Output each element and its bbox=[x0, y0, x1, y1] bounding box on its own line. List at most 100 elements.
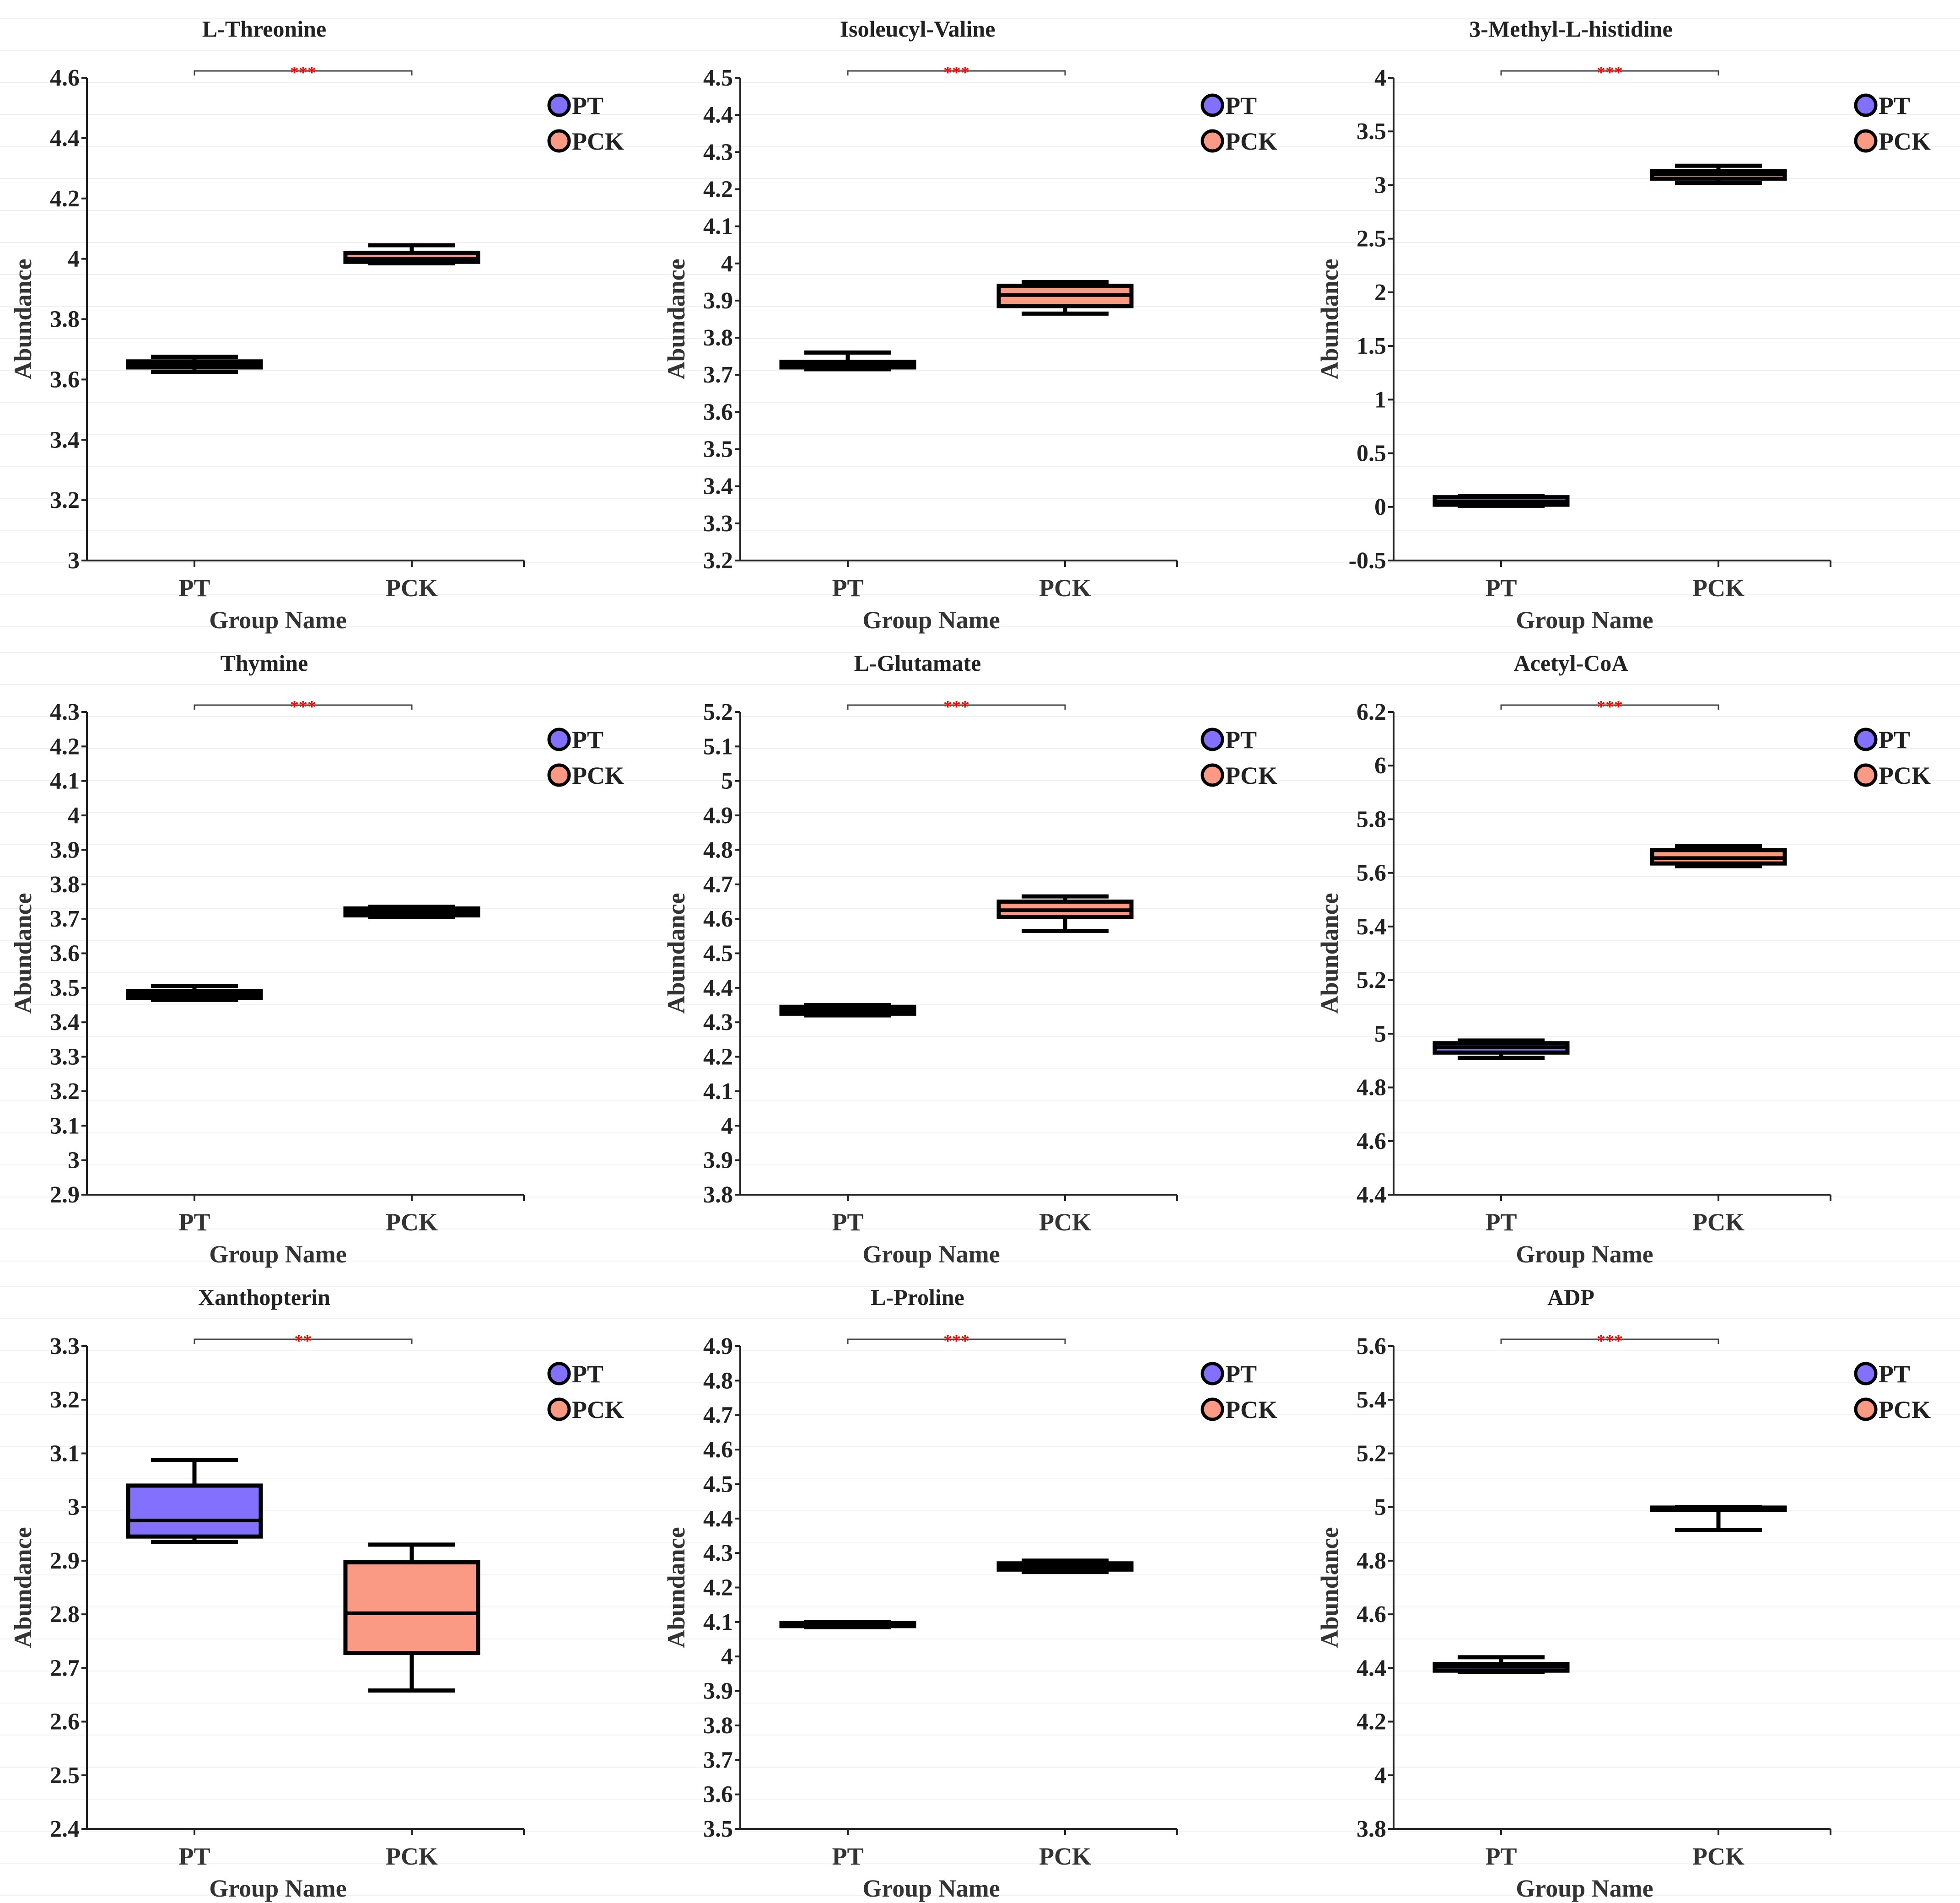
boxplot-panel: Thymine 2.9 3 3.1 3.2 3.3 3.4 3.5 3.6 3.7 3.8 3.9 4 4… bbox=[0, 634, 653, 1268]
y-tick-label: 5.2 bbox=[1357, 967, 1386, 993]
significance-label: *** bbox=[943, 697, 969, 717]
y-tick-label: 4 bbox=[1374, 65, 1386, 91]
boxplot-panel: Acetyl-CoA 4.4 4.6 4.8 5 5.2 5.4 5.6 5.8 6 6.2 Abun… bbox=[1307, 634, 1960, 1268]
y-tick-label: 3 bbox=[68, 1494, 80, 1520]
y-tick-label: 5.4 bbox=[1357, 1387, 1386, 1413]
y-axis-label: Abundance bbox=[662, 893, 690, 1013]
x-axis-label: Group Name bbox=[209, 1875, 347, 1902]
y-tick-label: -0.5 bbox=[1349, 548, 1386, 574]
y-tick-label: 2.5 bbox=[50, 1763, 80, 1789]
x-tick-label: PT bbox=[1485, 1843, 1517, 1870]
y-tick-label: 4.4 bbox=[1357, 1182, 1386, 1208]
boxplot-svg: Xanthopterin 2.4 2.5 2.6 2.7 2.8 2.9 3 3.1 3.2 3.3… bbox=[0, 1284, 653, 1902]
legend-marker-pck bbox=[1201, 1397, 1224, 1421]
y-tick-label: 4.2 bbox=[50, 186, 80, 212]
legend-label: PCK bbox=[572, 128, 624, 155]
y-tick-label: 3.3 bbox=[50, 1044, 80, 1070]
y-tick-label: 4.3 bbox=[703, 1540, 733, 1566]
x-axis-label: Group Name bbox=[862, 1875, 1000, 1902]
y-tick-label: 5.4 bbox=[1357, 914, 1386, 940]
x-tick-label: PT bbox=[832, 1843, 863, 1870]
y-tick-label: 5.6 bbox=[1357, 1333, 1386, 1359]
legend-marker-pt bbox=[1201, 728, 1224, 751]
y-tick-label: 4 bbox=[1374, 1763, 1386, 1789]
y-tick-label: 4 bbox=[68, 246, 80, 272]
y-tick-label: 4 bbox=[721, 251, 733, 277]
y-tick-label: 4.5 bbox=[703, 65, 733, 91]
y-tick-label: 3.6 bbox=[703, 1782, 733, 1808]
y-tick-label: 5.2 bbox=[1357, 1440, 1386, 1466]
significance-bracket bbox=[847, 1338, 1066, 1344]
y-tick-label: 5 bbox=[1374, 1494, 1386, 1520]
y-tick-label: 3.3 bbox=[703, 511, 733, 537]
significance-label: *** bbox=[1597, 63, 1623, 82]
legend-marker-pt bbox=[547, 728, 571, 751]
chart-title: 3-Methyl-L-histidine bbox=[1469, 16, 1672, 42]
y-tick-label: 4.2 bbox=[50, 733, 80, 760]
y-tick-label: 1.5 bbox=[1357, 333, 1386, 359]
y-tick-label: 3.6 bbox=[50, 367, 80, 393]
y-axis-label: Abundance bbox=[662, 1527, 690, 1648]
x-axis-label: Group Name bbox=[1516, 1240, 1653, 1268]
y-tick-label: 2.6 bbox=[50, 1709, 80, 1735]
chart-title: Thymine bbox=[221, 650, 308, 676]
legend-marker-pck bbox=[1854, 763, 1878, 787]
y-tick-label: 6 bbox=[1374, 753, 1386, 779]
boxplot-panel: ADP 3.8 4 4.2 4.4 4.6 4.8 5 5.2 5.4 5.6 Abundance Gr… bbox=[1307, 1268, 1960, 1903]
y-axis-label: Abundance bbox=[9, 1527, 37, 1648]
legend-marker-pt bbox=[547, 1362, 571, 1385]
significance-bracket bbox=[847, 70, 1066, 75]
y-tick-label: 4 bbox=[721, 1644, 733, 1670]
y-tick-label: 4.6 bbox=[1357, 1601, 1386, 1628]
significance-label: ** bbox=[295, 1332, 312, 1351]
legend-label: PT bbox=[1225, 726, 1257, 754]
legend-label: PCK bbox=[1225, 128, 1277, 155]
x-tick-label: PCK bbox=[1692, 574, 1745, 602]
boxplot-panel: L-Proline 3.5 3.6 3.7 3.8 3.9 4 4.1 4.2 4.3 4.4 4.5… bbox=[653, 1268, 1307, 1903]
y-tick-label: 3.6 bbox=[703, 399, 733, 425]
chart-title: Isoleucyl-Valine bbox=[840, 16, 996, 42]
y-tick-label: 3.9 bbox=[50, 837, 80, 863]
x-tick-label: PCK bbox=[1039, 574, 1091, 602]
y-tick-label: 4.1 bbox=[50, 768, 80, 794]
legend-marker-pck bbox=[547, 1397, 571, 1421]
y-tick-label: 2.4 bbox=[50, 1816, 80, 1842]
significance-label: *** bbox=[1597, 697, 1623, 717]
x-tick-label: PCK bbox=[1692, 1208, 1745, 1236]
legend-label: PT bbox=[572, 1360, 603, 1388]
y-tick-label: 3.2 bbox=[50, 1387, 80, 1413]
y-tick-label: 5.6 bbox=[1357, 860, 1386, 886]
legend-marker-pt bbox=[1201, 1362, 1224, 1385]
y-tick-label: 3.8 bbox=[703, 1713, 733, 1739]
y-tick-label: 3.8 bbox=[1357, 1816, 1386, 1842]
y-tick-label: 4.3 bbox=[50, 699, 80, 725]
significance-label: *** bbox=[290, 697, 316, 717]
y-axis-label: Abundance bbox=[1316, 259, 1343, 379]
y-axis-label: Abundance bbox=[1316, 1527, 1343, 1648]
y-tick-label: 4.4 bbox=[703, 1506, 733, 1532]
y-tick-label: 3.5 bbox=[1357, 119, 1386, 145]
y-tick-label: 3 bbox=[1374, 172, 1386, 198]
y-tick-label: 3.9 bbox=[703, 288, 733, 314]
y-tick-label: 4.5 bbox=[703, 1471, 733, 1497]
legend-marker-pck bbox=[1201, 129, 1224, 153]
chart-title: L-Threonine bbox=[202, 16, 326, 42]
y-tick-label: 4.1 bbox=[703, 1609, 733, 1635]
significance-label: *** bbox=[943, 63, 969, 82]
y-tick-label: 2.9 bbox=[50, 1548, 80, 1574]
y-tick-label: 4.4 bbox=[703, 102, 733, 128]
y-tick-label: 3.3 bbox=[50, 1333, 80, 1359]
y-tick-label: 3.1 bbox=[50, 1440, 80, 1466]
y-tick-label: 4.6 bbox=[50, 65, 80, 91]
y-tick-label: 3.4 bbox=[50, 1009, 80, 1035]
y-tick-label: 3.4 bbox=[703, 474, 733, 500]
y-tick-label: 5 bbox=[721, 768, 733, 794]
significance-bracket bbox=[1500, 704, 1719, 710]
y-tick-label: 3.2 bbox=[50, 487, 80, 513]
legend-label: PT bbox=[1225, 1360, 1257, 1388]
y-tick-label: 4.2 bbox=[1357, 1709, 1386, 1735]
legend-marker-pt bbox=[1854, 1362, 1878, 1385]
y-tick-label: 3.2 bbox=[50, 1078, 80, 1105]
boxplot-panel: Xanthopterin 2.4 2.5 2.6 2.7 2.8 2.9 3 3.1 3.2 3.3… bbox=[0, 1268, 653, 1903]
legend-label: PT bbox=[1225, 92, 1257, 119]
